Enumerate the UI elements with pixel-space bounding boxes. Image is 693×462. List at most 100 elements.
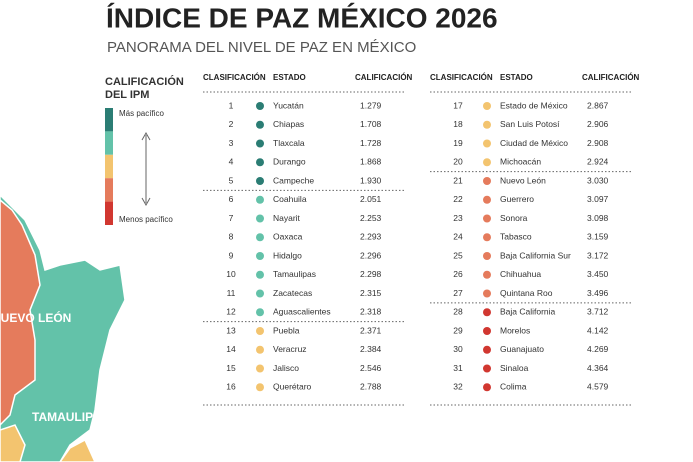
rank: 25 xyxy=(453,250,463,260)
score: 2.908 xyxy=(587,138,609,148)
score: 2.296 xyxy=(360,250,382,260)
level-dot xyxy=(256,195,264,204)
column-header: CALIFICACIÓN xyxy=(355,73,413,82)
score: 4.142 xyxy=(587,325,609,335)
rank: 5 xyxy=(229,175,234,185)
rank: 18 xyxy=(453,119,463,129)
state: Ciudad de México xyxy=(500,138,568,148)
state: Sonora xyxy=(500,213,528,223)
rank: 19 xyxy=(453,138,463,148)
level-dot xyxy=(256,120,264,129)
state: Querétaro xyxy=(273,382,312,392)
score: 3.098 xyxy=(587,213,609,223)
rank: 8 xyxy=(229,232,234,242)
legend-top: Más pacífico xyxy=(119,109,164,118)
state: Hidalgo xyxy=(273,250,302,260)
score: 2.293 xyxy=(360,232,382,242)
score: 3.496 xyxy=(587,288,609,298)
state: Tamaulipas xyxy=(273,269,316,279)
score: 2.546 xyxy=(360,363,382,373)
state: Nuevo León xyxy=(500,175,546,185)
state: San Luis Potosí xyxy=(500,119,560,129)
score: 4.579 xyxy=(587,382,609,392)
score: 2.051 xyxy=(360,194,382,204)
legend-swatch xyxy=(105,108,113,132)
level-dot xyxy=(256,214,264,223)
rank: 16 xyxy=(226,382,236,392)
level-dot xyxy=(483,158,491,167)
score: 3.172 xyxy=(587,250,609,260)
score: 3.159 xyxy=(587,232,609,242)
rank: 24 xyxy=(453,232,463,242)
rank: 31 xyxy=(453,363,463,373)
rank: 17 xyxy=(453,100,463,110)
rank: 21 xyxy=(453,175,463,185)
state: Chihuahua xyxy=(500,269,541,279)
score: 2.318 xyxy=(360,307,382,317)
state: Sinaloa xyxy=(500,363,529,373)
state: Tabasco xyxy=(500,232,532,242)
rank: 22 xyxy=(453,194,463,204)
level-dot xyxy=(483,120,491,129)
level-dot xyxy=(483,233,491,242)
level-dot xyxy=(483,270,491,279)
rank: 9 xyxy=(229,250,234,260)
rank: 15 xyxy=(226,363,236,373)
level-dot xyxy=(256,270,264,279)
state: Coahuila xyxy=(273,194,307,204)
level-dot xyxy=(256,308,264,317)
score: 2.298 xyxy=(360,269,382,279)
state: Jalisco xyxy=(273,363,299,373)
score: 3.030 xyxy=(587,175,609,185)
level-dot xyxy=(483,364,491,373)
state: Oaxaca xyxy=(273,232,303,242)
state: Chiapas xyxy=(273,119,304,129)
score: 2.315 xyxy=(360,288,382,298)
rank: 32 xyxy=(453,382,463,392)
score: 2.788 xyxy=(360,382,382,392)
legend-arrow xyxy=(141,131,151,207)
score: 2.867 xyxy=(587,100,609,110)
level-dot xyxy=(256,102,264,110)
map: NUEVO LEÓN TAMAULIPAS xyxy=(0,193,126,462)
state: Nayarit xyxy=(273,213,301,223)
rank: 4 xyxy=(229,157,234,167)
legend-bar xyxy=(105,108,113,225)
title: ÍNDICE DE PAZ MÉXICO 2026 xyxy=(106,2,498,33)
rank: 10 xyxy=(226,269,236,279)
rank: 27 xyxy=(453,288,463,298)
score: 1.728 xyxy=(360,138,382,148)
level-dot xyxy=(483,214,491,223)
legend-swatch xyxy=(105,154,113,179)
score: 1.868 xyxy=(360,157,382,167)
map-label: TAMAULIPAS xyxy=(32,410,109,424)
level-dot xyxy=(256,364,264,373)
score: 4.364 xyxy=(587,363,609,373)
level-dot xyxy=(483,327,491,335)
state: Durango xyxy=(273,157,306,167)
level-dot xyxy=(256,345,264,354)
level-dot xyxy=(256,289,264,298)
rank: 26 xyxy=(453,269,463,279)
state: Colima xyxy=(500,382,527,392)
column-header: CALIFICACIÓN xyxy=(582,73,640,82)
column-header: ESTADO xyxy=(500,73,533,82)
legend-swatch xyxy=(105,178,113,202)
state: Baja California xyxy=(500,307,556,317)
legend-swatch xyxy=(105,131,113,155)
level-dot xyxy=(256,327,264,335)
rank: 2 xyxy=(229,119,234,129)
score: 2.384 xyxy=(360,344,382,354)
level-dot xyxy=(256,233,264,242)
rank: 20 xyxy=(453,157,463,167)
state: Tlaxcala xyxy=(273,138,305,148)
score: 3.097 xyxy=(587,194,609,204)
legend-title: DEL IPM xyxy=(105,89,149,101)
legend-swatch xyxy=(105,201,113,225)
level-dot xyxy=(483,345,491,354)
rank: 30 xyxy=(453,344,463,354)
legend-bottom: Menos pacífico xyxy=(119,215,173,224)
rank: 29 xyxy=(453,325,463,335)
column-header: CLASIFICACIÓN xyxy=(203,73,266,82)
